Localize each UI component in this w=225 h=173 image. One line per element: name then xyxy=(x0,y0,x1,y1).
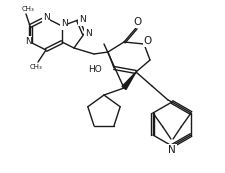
Text: N: N xyxy=(85,30,91,39)
Text: CH₃: CH₃ xyxy=(30,64,42,70)
Text: N: N xyxy=(61,20,67,29)
Text: N: N xyxy=(79,16,85,25)
Polygon shape xyxy=(122,72,136,89)
Text: N: N xyxy=(25,38,31,47)
Text: O: O xyxy=(144,36,152,46)
Text: O: O xyxy=(134,17,142,27)
Text: CH₃: CH₃ xyxy=(22,6,34,12)
Text: N: N xyxy=(168,145,176,155)
Text: HO: HO xyxy=(88,66,102,75)
Text: N: N xyxy=(43,13,49,22)
